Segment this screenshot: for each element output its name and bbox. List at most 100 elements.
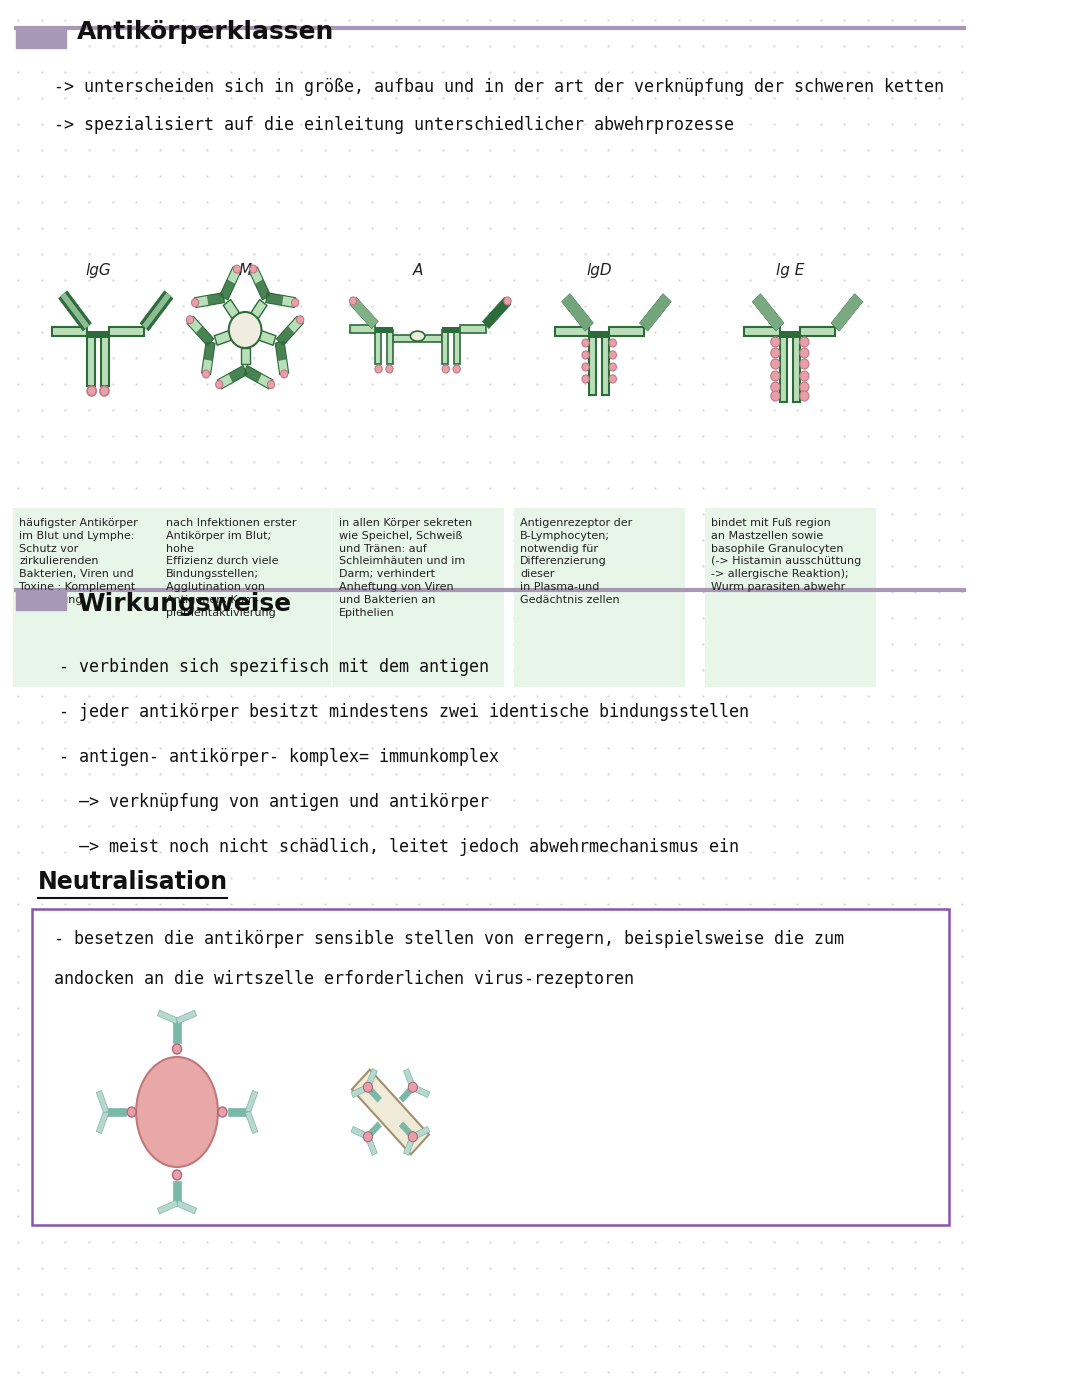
Bar [602,335,609,395]
Polygon shape [483,297,511,329]
Bar [744,328,780,336]
Circle shape [582,375,590,383]
Bar [793,335,800,401]
Bar [109,329,145,332]
Circle shape [771,348,780,358]
Polygon shape [411,1126,430,1139]
Polygon shape [832,294,863,330]
Polygon shape [106,1108,126,1117]
Polygon shape [243,365,273,389]
Circle shape [800,337,809,347]
Circle shape [87,386,96,396]
Polygon shape [350,297,378,329]
Text: Antigenrezeptor der
B-Lymphocyten;
notwendig für
Differenzierung
dieser
in Plasm: Antigenrezeptor der B-Lymphocyten; notwe… [521,519,633,605]
Polygon shape [96,1111,109,1133]
Circle shape [800,382,809,392]
Circle shape [771,371,780,381]
Circle shape [609,339,617,347]
Text: Antikörperklassen: Antikörperklassen [77,20,335,45]
FancyBboxPatch shape [704,507,876,687]
Circle shape [609,362,617,371]
Polygon shape [203,342,215,361]
Polygon shape [176,1200,197,1214]
Bar [793,361,800,365]
Bar [454,330,460,364]
Text: - jeder antikörper besitzt mindestens zwei identische bindungsstellen: - jeder antikörper besitzt mindestens zw… [59,703,750,721]
Bar [793,388,800,392]
Circle shape [191,298,199,307]
FancyBboxPatch shape [514,507,686,687]
Bar [602,358,609,362]
Circle shape [771,360,780,369]
Polygon shape [195,326,214,346]
Bar [375,328,393,333]
Polygon shape [753,294,784,330]
Polygon shape [400,1122,415,1139]
Polygon shape [562,294,593,330]
Bar [780,347,787,351]
Bar [109,328,145,336]
Polygon shape [140,291,173,330]
Bar [780,374,787,378]
Bar [375,340,381,344]
Polygon shape [219,279,235,300]
Bar [590,330,609,337]
Circle shape [292,298,299,307]
Circle shape [268,381,274,389]
Polygon shape [245,1111,258,1133]
Bar [16,28,66,47]
Bar [442,330,448,364]
Circle shape [233,265,241,273]
Polygon shape [158,1011,178,1023]
Bar [590,358,596,362]
Text: lgD: lgD [586,263,612,277]
Polygon shape [352,1069,429,1154]
Polygon shape [58,291,92,330]
Polygon shape [187,316,214,346]
Text: —> meist noch nicht schädlich, leitet jedoch abwehrmechanismus ein: —> meist noch nicht schädlich, leitet je… [59,838,739,856]
Text: andocken an die wirtszelle erforderlichen virus-rezeptoren: andocken an die wirtszelle erforderliche… [54,970,634,988]
FancyBboxPatch shape [160,507,332,687]
Polygon shape [275,342,288,375]
Text: in allen Körper sekreten
wie Speichel, Schweiß
und Tränen: auf
Schleimhäuten und: in allen Körper sekreten wie Speichel, S… [339,519,472,618]
Bar [87,344,95,348]
Bar [590,335,596,395]
Polygon shape [241,348,249,364]
Circle shape [216,381,222,389]
Polygon shape [366,1122,381,1139]
Circle shape [249,265,257,273]
Circle shape [127,1107,136,1117]
Bar [793,374,800,378]
Polygon shape [228,1108,247,1117]
Polygon shape [207,293,225,305]
Bar [52,328,87,336]
Bar [793,347,800,351]
Polygon shape [60,293,90,329]
Bar [350,325,375,333]
Bar [555,330,590,333]
Text: - verbinden sich spezifisch mit dem antigen: - verbinden sich spezifisch mit dem anti… [59,658,489,676]
Circle shape [173,1170,181,1179]
Polygon shape [639,294,671,330]
Polygon shape [562,294,593,330]
Polygon shape [217,365,247,389]
Bar [609,328,644,336]
Bar [87,335,95,386]
Polygon shape [404,1136,416,1156]
Polygon shape [245,1090,258,1112]
Text: Neutralisation: Neutralisation [38,870,228,894]
Text: lgG: lgG [85,263,111,277]
Circle shape [375,365,382,374]
Bar [52,329,87,332]
Text: -> spezialisiert auf die einleitung unterschiedlicher abwehrprozesse: -> spezialisiert auf die einleitung unte… [54,116,734,134]
Circle shape [173,1044,181,1054]
Bar [800,328,835,336]
Polygon shape [639,294,671,330]
Text: häufigster Antikörper
im Blut und Lymphe:
Schutz vor
zirkulierenden
Bakterien, V: häufigster Antikörper im Blut und Lymphe… [19,519,138,605]
Circle shape [99,386,109,396]
Circle shape [771,382,780,392]
Polygon shape [266,293,283,305]
Polygon shape [753,294,784,330]
Text: lg E: lg E [775,263,804,277]
Text: - besetzen die antikörper sensible stellen von erregern, beispielsweise die zum: - besetzen die antikörper sensible stell… [54,930,845,948]
